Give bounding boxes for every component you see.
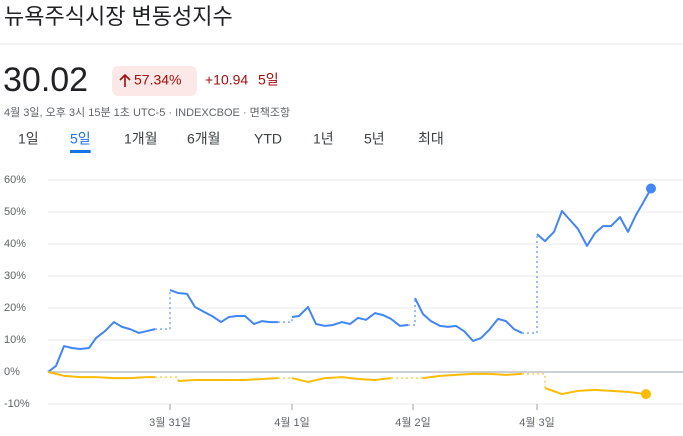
line-segment bbox=[47, 321, 156, 373]
gap-connector bbox=[522, 234, 538, 334]
y-tick-label: 20% bbox=[4, 302, 26, 314]
y-tick-label: 30% bbox=[4, 270, 26, 282]
change-percent: 57.34% bbox=[134, 72, 181, 88]
change-value: +10.94 bbox=[205, 72, 248, 88]
meta: 4월 3일, 오후 3시 15분 1초 UTC-5 · INDEXCBOE · … bbox=[4, 105, 290, 119]
gap-connector bbox=[155, 376, 179, 381]
tab[interactable]: 1년 bbox=[313, 131, 334, 147]
tab[interactable]: 1개월 bbox=[124, 131, 158, 147]
line-segment bbox=[422, 372, 523, 380]
line-segment bbox=[536, 188, 652, 247]
up-arrow bbox=[119, 73, 131, 87]
gap-connector bbox=[522, 373, 546, 388]
gap-connector bbox=[408, 298, 416, 326]
gap-connector bbox=[155, 290, 171, 330]
tab[interactable]: 5년 bbox=[364, 131, 385, 147]
y-tick-label: 10% bbox=[4, 334, 26, 346]
y-tick-label: -10% bbox=[4, 398, 30, 410]
line-segment bbox=[291, 376, 392, 383]
chart: -10% 0% 10% 20% 30% 40% 50% 60% 3월 31일 4월 1일 4월 2일… bbox=[4, 174, 683, 429]
x-tick-label: 4월 1일 bbox=[274, 415, 310, 429]
line-segment bbox=[414, 297, 523, 342]
title: 뉴욕주식시장 변동성지수 bbox=[4, 4, 233, 29]
x-tick-label: 3월 31일 bbox=[149, 415, 191, 429]
x-tick-label: 4월 2일 bbox=[395, 415, 431, 429]
end-marker bbox=[646, 183, 656, 194]
line-segment bbox=[177, 377, 279, 382]
tabs: 1일 5일 1개월 6개월 YTD 1년 5년 최대 bbox=[18, 131, 444, 153]
tab[interactable]: 5일 bbox=[70, 131, 91, 147]
line-segment bbox=[291, 306, 409, 327]
y-tick-label: 50% bbox=[4, 206, 26, 218]
line-segment bbox=[47, 371, 155, 380]
tab[interactable]: 최대 bbox=[418, 131, 444, 147]
end-marker bbox=[641, 389, 651, 400]
y-tick-label: 0% bbox=[4, 366, 20, 378]
y-tick-label: 60% bbox=[4, 174, 26, 186]
x-tick-label: 4월 3일 bbox=[519, 415, 555, 429]
change-period: 5일 bbox=[258, 72, 279, 88]
line-segment bbox=[544, 387, 647, 396]
y-tick-label: 40% bbox=[4, 238, 26, 250]
price: 30.02 bbox=[3, 61, 88, 99]
change-badge bbox=[112, 66, 197, 96]
tab[interactable]: 6개월 bbox=[187, 131, 221, 147]
tab[interactable]: YTD bbox=[254, 131, 282, 147]
gap-connector bbox=[278, 316, 293, 323]
tab-underline bbox=[70, 150, 91, 153]
line-segment bbox=[169, 289, 278, 325]
tab[interactable]: 1일 bbox=[18, 131, 39, 147]
